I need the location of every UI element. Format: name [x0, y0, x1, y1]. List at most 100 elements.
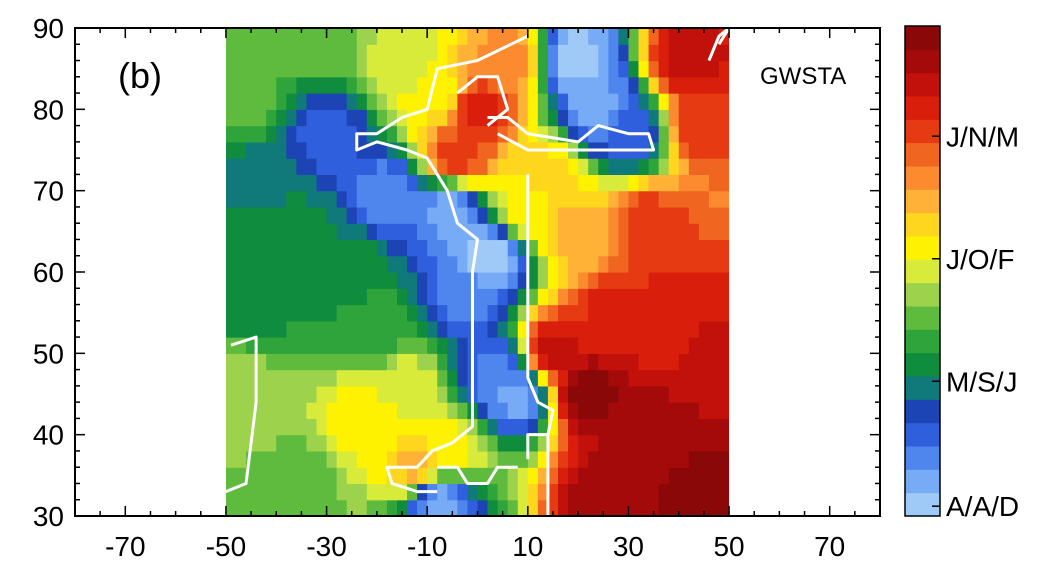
heatmap-cell	[427, 28, 438, 45]
heatmap-cell	[688, 223, 700, 241]
heatmap-cell	[658, 450, 670, 468]
heatmap-cell	[286, 93, 297, 110]
heatmap-cell	[447, 337, 458, 354]
heatmap-cell	[276, 304, 287, 322]
heatmap-cell	[366, 60, 378, 78]
heatmap-cell	[256, 255, 267, 273]
heatmap-cell	[266, 337, 277, 354]
heatmap-cell	[276, 174, 287, 192]
heatmap-cell	[306, 385, 318, 403]
heatmap-cell	[568, 239, 579, 257]
heatmap-cell	[286, 369, 297, 387]
heatmap-cell	[256, 385, 267, 403]
heatmap-cell	[547, 483, 559, 501]
heatmap-cell	[568, 288, 579, 306]
heatmap-cell	[688, 450, 700, 468]
heatmap-cell	[356, 337, 368, 354]
heatmap-cell	[437, 402, 448, 419]
heatmap-cell	[417, 402, 428, 419]
heatmap-cell	[698, 272, 710, 289]
heatmap-cell	[236, 304, 247, 322]
heatmap-cell	[225, 272, 237, 289]
heatmap-cell	[427, 93, 438, 110]
heatmap-cell	[457, 255, 469, 273]
heatmap-cell	[658, 483, 670, 501]
y-tick-label: 70	[33, 176, 64, 207]
heatmap-cell	[598, 109, 609, 127]
heatmap-cell	[578, 239, 589, 257]
heatmap-cell	[356, 206, 368, 224]
heatmap-cell	[568, 93, 579, 110]
heatmap-cell	[286, 483, 297, 501]
heatmap-cell	[628, 467, 640, 485]
heatmap-cell	[346, 483, 358, 501]
heatmap-cell	[266, 288, 277, 306]
heatmap-cell	[638, 483, 650, 501]
heatmap-cell	[558, 320, 569, 338]
heatmap-cell	[457, 450, 469, 468]
heatmap-cell	[437, 141, 448, 159]
heatmap-cell	[256, 44, 267, 62]
heatmap-cell	[638, 223, 650, 241]
heatmap-cell	[648, 109, 660, 127]
heatmap-cell	[437, 206, 448, 224]
heatmap-cell	[356, 60, 368, 78]
heatmap-cell	[296, 109, 308, 127]
heatmap-cell	[477, 353, 489, 371]
heatmap-cell	[477, 337, 489, 354]
heatmap-cell	[578, 499, 589, 516]
heatmap-cell	[588, 125, 599, 143]
heatmap-cell	[316, 190, 328, 208]
heatmap-cell	[517, 353, 529, 371]
heatmap-cell	[346, 60, 358, 78]
x-tick-label: 30	[613, 531, 644, 562]
heatmap-cell	[306, 418, 318, 436]
heatmap-cell	[598, 272, 609, 289]
heatmap-cell	[397, 174, 408, 192]
heatmap-cell	[628, 206, 640, 224]
heatmap-cell	[256, 141, 267, 159]
heatmap-cell	[447, 109, 458, 127]
heatmap-cell	[316, 402, 328, 419]
heatmap-cell	[507, 158, 519, 175]
heatmap-cell	[719, 239, 730, 257]
heatmap-cell	[618, 434, 630, 452]
heatmap-cell	[286, 190, 297, 208]
heatmap-cell	[688, 60, 700, 78]
heatmap-cell	[236, 272, 247, 289]
heatmap-cell	[326, 402, 338, 419]
heatmap-cell	[296, 402, 308, 419]
heatmap-cell	[336, 206, 348, 224]
heatmap-cell	[719, 418, 730, 436]
heatmap-cell	[608, 304, 619, 322]
coastline-north-gulf	[487, 115, 656, 152]
heatmap-cell	[306, 190, 318, 208]
heatmap-cell	[397, 190, 408, 208]
heatmap-cell	[598, 28, 609, 45]
heatmap-cell	[316, 467, 328, 485]
heatmap-cell	[487, 141, 499, 159]
heatmap-cell	[558, 402, 569, 419]
heatmap-cell	[628, 28, 640, 45]
heatmap-cell	[517, 499, 529, 516]
heatmap-cell	[517, 206, 529, 224]
heatmap-cell	[487, 369, 499, 387]
heatmap-cell	[366, 418, 378, 436]
heatmap-cell	[386, 93, 398, 110]
heatmap-cell	[477, 93, 489, 110]
heatmap-cell	[688, 125, 700, 143]
colorbar-segment	[905, 212, 940, 237]
axis-ticks	[74, 27, 881, 517]
heatmap-cell	[256, 320, 267, 338]
heatmap-cell	[306, 44, 318, 62]
heatmap-cell	[477, 141, 489, 159]
heatmap-cell	[407, 450, 418, 468]
heatmap-cell	[698, 369, 710, 387]
heatmap-cell	[527, 402, 539, 419]
heatmap-cell	[648, 467, 660, 485]
heatmap-cell	[487, 206, 499, 224]
heatmap-cell	[457, 272, 469, 289]
heatmap-cell	[437, 320, 448, 338]
heatmap-cell	[437, 418, 448, 436]
heatmap-cell	[558, 467, 569, 485]
